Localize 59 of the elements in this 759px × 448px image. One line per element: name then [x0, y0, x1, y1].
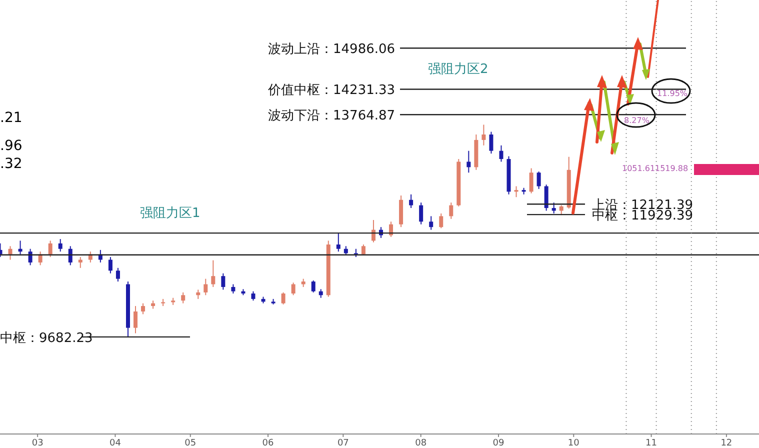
- candlestick: [116, 267, 120, 282]
- annotation: 强阻力区2: [428, 62, 488, 77]
- x-tick-label: 04: [110, 438, 122, 448]
- candlestick: [449, 202, 454, 220]
- ref-line-label: 中枢：9682.23: [0, 330, 93, 346]
- annotation: 11.95%: [657, 89, 688, 98]
- candlestick: [552, 202, 556, 214]
- candlestick: [429, 216, 434, 230]
- ref-line-label: 波动上沿：14986.06: [268, 42, 396, 58]
- annotation: .21: [0, 110, 22, 126]
- candlestick: [196, 289, 200, 300]
- candlestick: [108, 256, 112, 274]
- candlestick: [211, 260, 216, 288]
- candlestick: [141, 302, 146, 315]
- x-tick-label: 12: [720, 438, 732, 448]
- candlestick: [251, 290, 256, 302]
- candlestick: [419, 202, 424, 225]
- candlestick: [134, 306, 138, 334]
- annotation: 8.27%: [624, 116, 650, 125]
- ref-line-label: 波动下沿：13764.87: [268, 108, 396, 124]
- candlestick: [536, 171, 541, 190]
- candlestick: [58, 238, 62, 252]
- candlestick: [48, 240, 52, 258]
- x-tick-label: 06: [262, 438, 274, 448]
- annotation: 1051.61: [622, 164, 656, 173]
- annotation: 强阻力区1: [140, 206, 200, 221]
- candlestick: [221, 272, 226, 290]
- x-tick-label: 11: [646, 438, 658, 448]
- annotation: 1519.88: [655, 164, 688, 173]
- candlestick: [482, 124, 486, 146]
- annotation: .32: [0, 156, 22, 172]
- x-tick-label: 09: [492, 438, 504, 448]
- candlestick: [231, 284, 236, 294]
- candlestick: [204, 278, 208, 296]
- x-tick-label: 03: [32, 438, 44, 448]
- candlestick: [78, 256, 82, 268]
- x-tick-label: 08: [415, 438, 427, 448]
- x-tick-label: 10: [568, 438, 580, 448]
- annotation: .96: [0, 138, 22, 154]
- candlestick: [489, 131, 494, 154]
- candlestick: [291, 282, 296, 296]
- candlestick: [466, 150, 471, 174]
- candlestick: [344, 246, 348, 256]
- candlestick: [544, 184, 548, 212]
- candlestick: [559, 204, 564, 216]
- candlestick: [439, 212, 444, 229]
- candlestick: [311, 280, 316, 293]
- candlestick: [281, 292, 286, 305]
- candlestick: [499, 144, 504, 162]
- candlestick: [181, 292, 186, 304]
- candlestick: [409, 194, 414, 209]
- candlestick: [336, 232, 340, 252]
- ref-line-label: 价值中枢：14231.33: [267, 83, 396, 98]
- x-tick-label: 07: [337, 438, 349, 448]
- candlestick: [8, 246, 12, 260]
- candlestick: [529, 168, 534, 194]
- candlestick: [18, 240, 22, 255]
- x-tick-label: 05: [184, 438, 196, 448]
- candlestick: [514, 186, 518, 198]
